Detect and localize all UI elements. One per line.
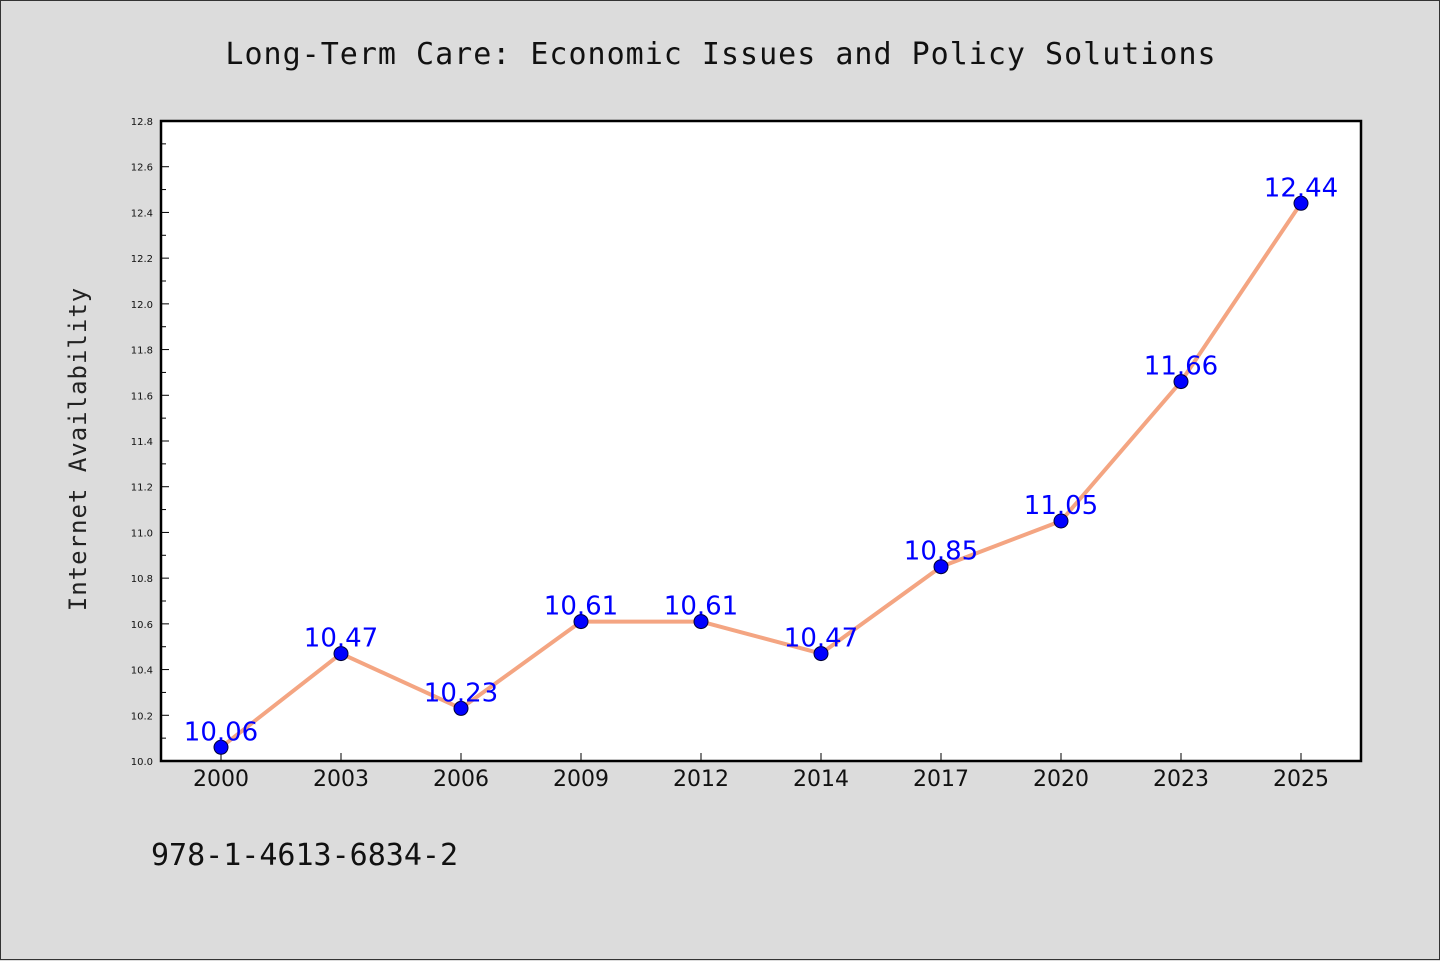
y-tick-label: 10.4 <box>131 666 153 677</box>
y-tick-label: 11.8 <box>131 346 153 357</box>
y-tick-label: 12.8 <box>131 117 153 128</box>
data-point <box>1173 374 1189 390</box>
x-tick-label: 2009 <box>553 767 609 792</box>
data-label: 10.85 <box>904 537 978 567</box>
data-point <box>1293 195 1309 211</box>
isbn-annotation: 978-1-4613-6834-2 <box>151 838 458 873</box>
data-label: 10.61 <box>544 592 618 622</box>
plot-area <box>159 119 1363 763</box>
data-label: 10.47 <box>304 624 378 654</box>
x-tick-label: 2003 <box>313 767 369 792</box>
data-point <box>333 646 349 662</box>
series-line <box>219 201 1303 750</box>
y-minor-ticks <box>161 143 166 739</box>
data-labels: 10.06 10.47 10.23 10.61 10.61 10.47 10.85 11.05… <box>184 173 1338 747</box>
data-point <box>1053 513 1069 529</box>
x-tick-label: 2012 <box>673 767 729 792</box>
data-point <box>693 614 709 630</box>
y-tick-label: 10.0 <box>131 757 153 768</box>
x-tick-label: 2014 <box>793 767 849 792</box>
data-point <box>573 614 589 630</box>
x-tick-label: 2023 <box>1153 767 1209 792</box>
y-axis-ticks: 10.0 10.2 10.4 10.6 10.8 11.0 11.2 11.4 11.6 11.8… <box>131 117 169 768</box>
y-tick-label: 11.4 <box>131 437 153 448</box>
y-tick-label: 10.8 <box>131 574 153 585</box>
data-points <box>213 195 1309 755</box>
y-tick-label: 12.6 <box>131 163 153 174</box>
data-point <box>453 700 469 716</box>
y-tick-label: 11.2 <box>131 483 153 494</box>
data-label: 10.06 <box>184 717 258 747</box>
x-tick-label: 2006 <box>433 767 489 792</box>
y-tick-label: 12.0 <box>131 300 153 311</box>
data-point <box>813 646 829 662</box>
data-label: 10.47 <box>784 624 858 654</box>
data-point <box>213 739 229 755</box>
data-label: 12.44 <box>1264 173 1338 203</box>
x-axis-ticks: 2000 2003 2006 2009 2012 2014 2017 2020 2023 2025 <box>193 753 1329 792</box>
chart-title: Long-Term Care: Economic Issues and Poli… <box>225 37 1216 72</box>
data-label: 11.66 <box>1144 352 1218 382</box>
y-tick-label: 12.4 <box>131 208 153 219</box>
y-tick-label: 12.2 <box>131 254 153 265</box>
y-tick-label: 11.6 <box>131 391 153 402</box>
data-label: 10.23 <box>424 678 498 708</box>
y-tick-label: 10.6 <box>131 620 153 631</box>
x-tick-label: 2017 <box>913 767 969 792</box>
y-axis-label: Internet Availability <box>64 287 92 611</box>
y-tick-label: 11.0 <box>131 528 153 539</box>
x-tick-label: 2000 <box>193 767 249 792</box>
data-point <box>933 559 949 575</box>
x-tick-label: 2025 <box>1273 767 1329 792</box>
y-tick-label: 10.2 <box>131 711 153 722</box>
data-label: 10.61 <box>664 592 738 622</box>
x-tick-label: 2020 <box>1033 767 1089 792</box>
data-label: 11.05 <box>1024 491 1098 521</box>
